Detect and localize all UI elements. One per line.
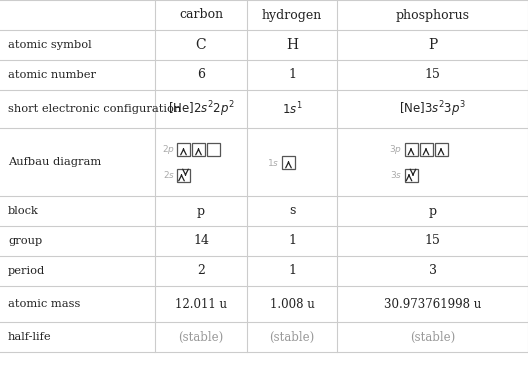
Text: p: p	[197, 205, 205, 218]
Text: C: C	[196, 38, 206, 52]
Bar	[420, 142, 432, 155]
Text: half-life: half-life	[8, 332, 52, 342]
Text: period: period	[8, 266, 45, 276]
Text: $[\mathrm{Ne}]3s^23p^3$: $[\mathrm{Ne}]3s^23p^3$	[399, 99, 466, 119]
Text: $3p$: $3p$	[390, 142, 402, 155]
Text: (stable): (stable)	[178, 330, 224, 343]
Text: (stable): (stable)	[410, 330, 455, 343]
Text: 1: 1	[288, 265, 296, 278]
Bar	[207, 142, 220, 155]
Text: short electronic configuration: short electronic configuration	[8, 104, 181, 114]
Text: 30.973761998 u: 30.973761998 u	[384, 297, 481, 310]
Text: 12.011 u: 12.011 u	[175, 297, 227, 310]
Text: 1: 1	[288, 68, 296, 81]
Text: s: s	[289, 205, 295, 218]
Text: group: group	[8, 236, 42, 246]
Bar	[404, 142, 418, 155]
Text: 3: 3	[429, 265, 437, 278]
Text: 1: 1	[288, 235, 296, 248]
Text: P: P	[428, 38, 437, 52]
Text: $1s$: $1s$	[267, 157, 279, 168]
Text: carbon: carbon	[179, 9, 223, 21]
Text: block: block	[8, 206, 39, 216]
Text: 15: 15	[425, 68, 440, 81]
Text: $2p$: $2p$	[162, 142, 175, 155]
Text: $1s^1$: $1s^1$	[281, 101, 303, 117]
Bar	[282, 155, 295, 168]
Text: (stable): (stable)	[269, 330, 315, 343]
Text: p: p	[428, 205, 437, 218]
Text: $3s$: $3s$	[390, 169, 402, 181]
Text: $2s$: $2s$	[163, 169, 175, 181]
Text: 14: 14	[193, 235, 209, 248]
Bar	[177, 142, 190, 155]
Bar	[404, 168, 418, 182]
Text: atomic number: atomic number	[8, 70, 96, 80]
Text: 6: 6	[197, 68, 205, 81]
Text: phosphorus: phosphorus	[395, 9, 469, 21]
Text: 1.008 u: 1.008 u	[270, 297, 314, 310]
Text: atomic symbol: atomic symbol	[8, 40, 92, 50]
Bar	[177, 168, 190, 182]
Text: atomic mass: atomic mass	[8, 299, 80, 309]
Text: Aufbau diagram: Aufbau diagram	[8, 157, 101, 167]
Text: H: H	[286, 38, 298, 52]
Text: 15: 15	[425, 235, 440, 248]
Bar	[192, 142, 205, 155]
Text: $[\mathrm{He}]2s^22p^2$: $[\mathrm{He}]2s^22p^2$	[167, 99, 234, 119]
Text: 2: 2	[197, 265, 205, 278]
Text: hydrogen: hydrogen	[262, 9, 322, 21]
Bar	[435, 142, 448, 155]
